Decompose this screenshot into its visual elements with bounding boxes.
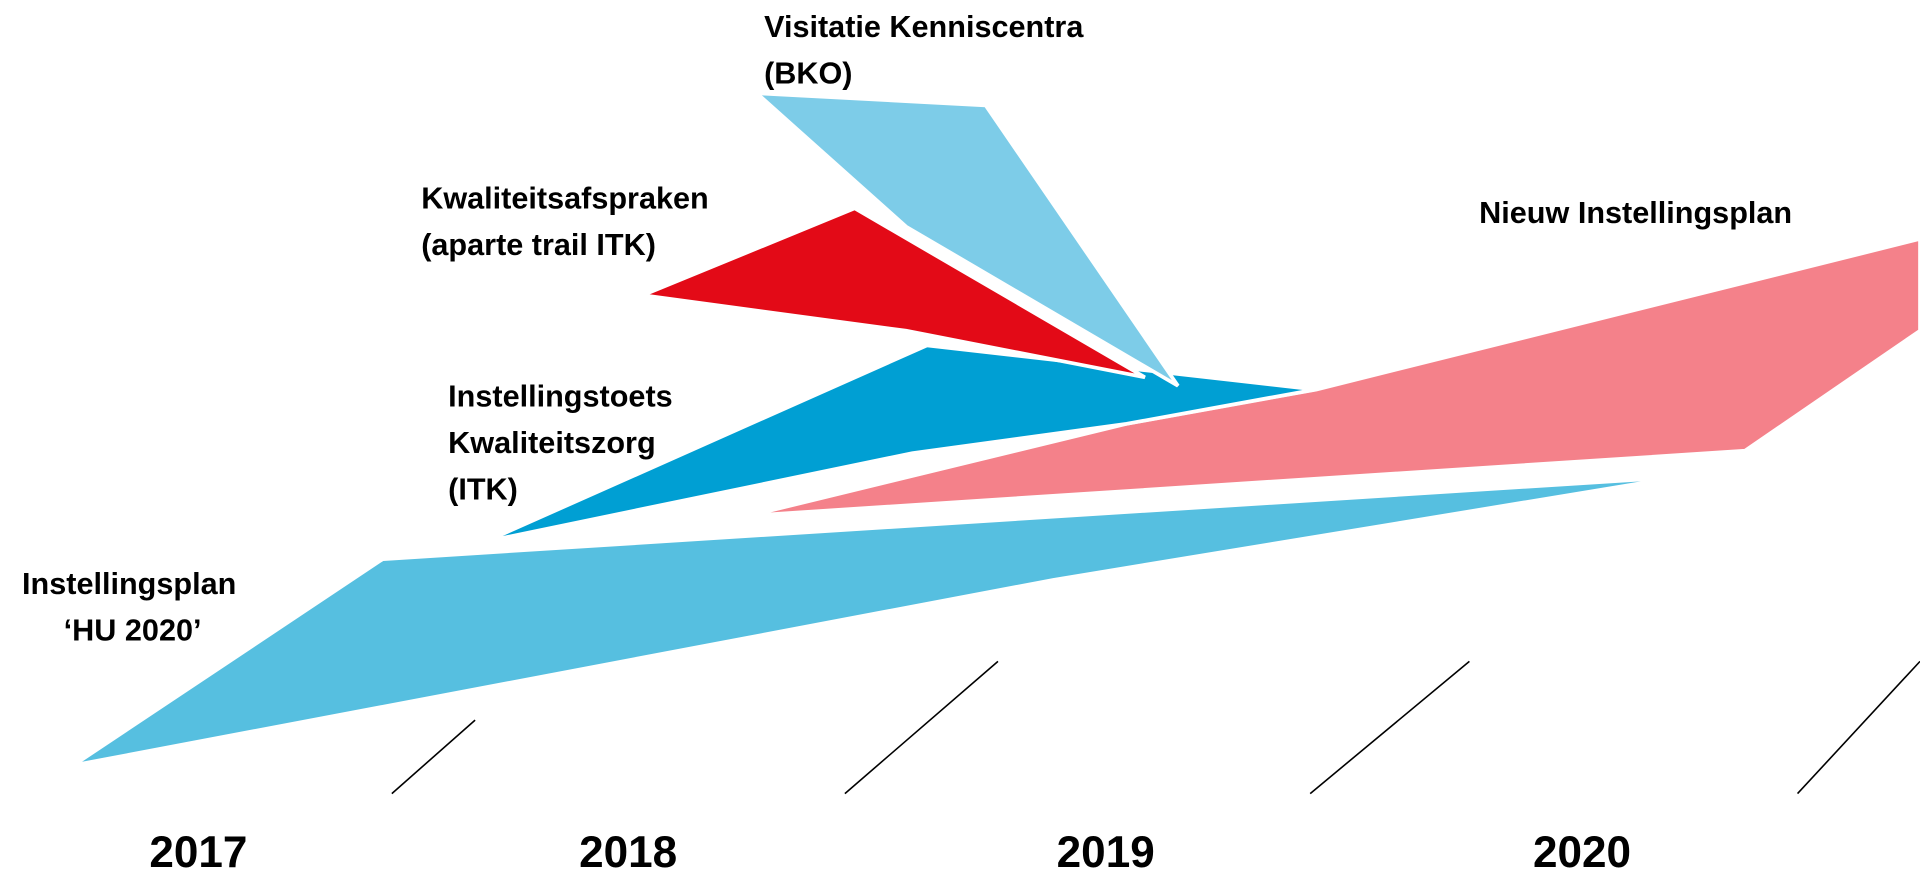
- label: (aparte trail ITK): [421, 228, 656, 262]
- label: Kwaliteitsafspraken: [421, 181, 709, 215]
- label: Instellingsplan: [22, 567, 236, 601]
- kwaliteitsafspraken-shape: [635, 206, 1146, 380]
- tick-line: [1309, 660, 1470, 795]
- label: (ITK): [448, 473, 518, 507]
- tick-line: [1796, 660, 1920, 795]
- tick-line: [391, 719, 476, 795]
- label: Visitatie Kenniscentra: [764, 10, 1084, 44]
- year-label: 2019: [1057, 828, 1155, 877]
- year-label: 2017: [149, 828, 247, 877]
- label: Instellingstoets: [448, 380, 673, 414]
- visitatie-shape: [751, 91, 1180, 388]
- label: Nieuw Instellingsplan: [1479, 196, 1792, 230]
- label: Kwaliteitszorg: [448, 426, 656, 460]
- year-label: 2018: [579, 828, 677, 877]
- label: ‘HU 2020’: [64, 614, 202, 648]
- itk-shape: [485, 343, 1316, 544]
- year-label: 2020: [1533, 828, 1631, 877]
- tick-line: [844, 660, 999, 795]
- instellingsplan-shape: [82, 481, 1641, 762]
- label: (BKO): [764, 56, 852, 90]
